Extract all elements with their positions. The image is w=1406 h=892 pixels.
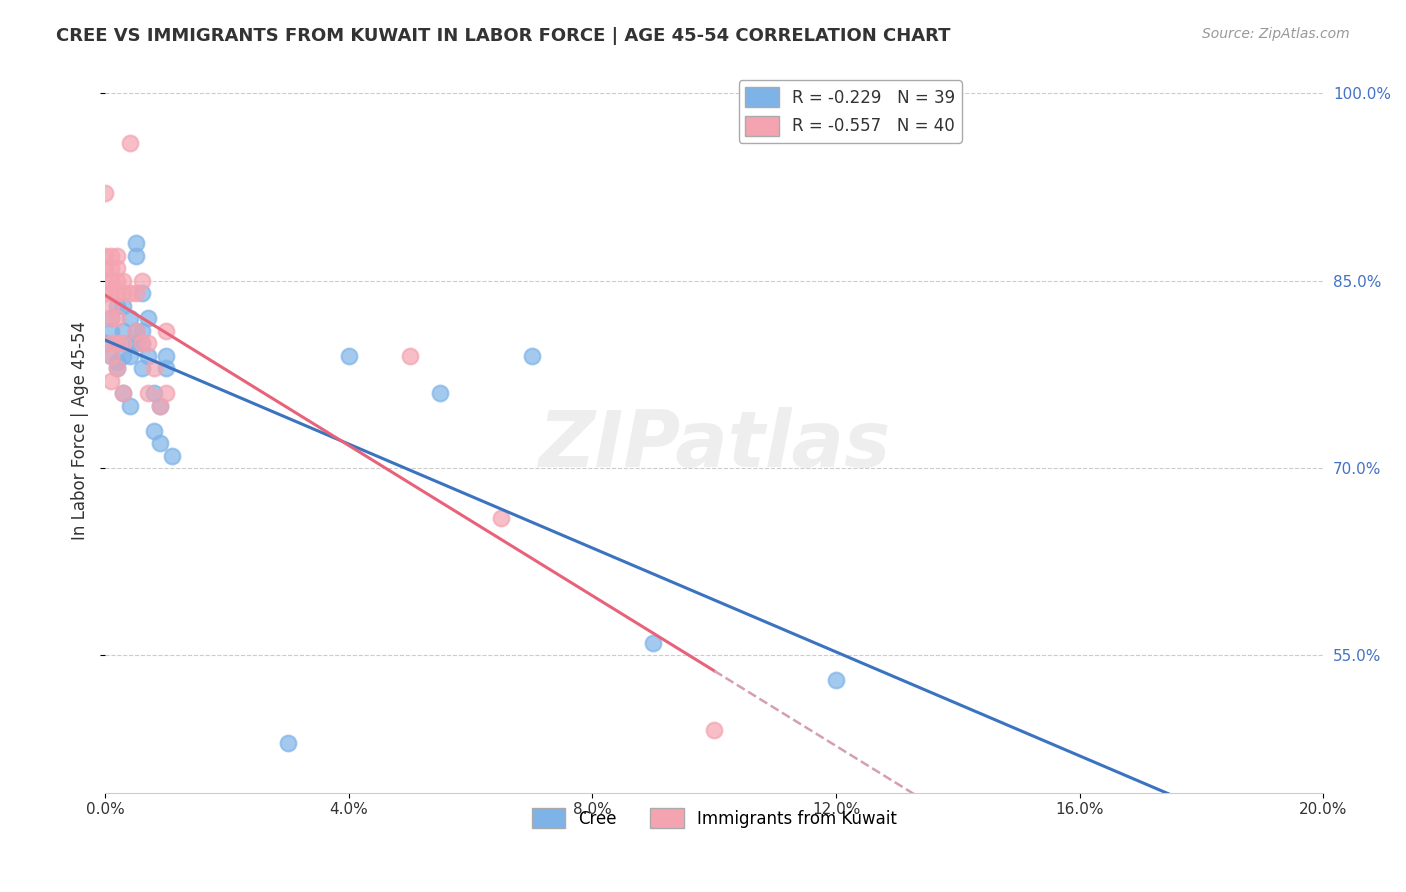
Point [155, 349, 177, 363]
Text: Source: ZipAtlas.com: Source: ZipAtlas.com [1202, 27, 1350, 41]
Point [155, 386, 177, 401]
Point [118, 286, 141, 301]
Point [124, 324, 146, 338]
Point [118, 349, 141, 363]
Point [100, 336, 122, 351]
Point [112, 336, 135, 351]
Point [277, 736, 299, 750]
Point [100, 249, 122, 263]
Point [136, 336, 159, 351]
Point [124, 286, 146, 301]
Point [131, 336, 153, 351]
Point [520, 349, 543, 363]
Point [94, 186, 117, 201]
Point [118, 136, 141, 151]
Point [100, 299, 122, 313]
Point [160, 449, 183, 463]
Point [112, 386, 135, 401]
Point [105, 299, 128, 313]
Point [398, 349, 420, 363]
Point [105, 336, 128, 351]
Point [124, 249, 146, 263]
Point [112, 299, 135, 313]
Point [131, 336, 153, 351]
Point [118, 311, 141, 326]
Point [100, 349, 122, 363]
Point [124, 324, 146, 338]
Point [105, 286, 128, 301]
Point [149, 436, 172, 450]
Point [155, 361, 177, 376]
Point [94, 286, 117, 301]
Legend: Cree, Immigrants from Kuwait: Cree, Immigrants from Kuwait [524, 801, 904, 835]
Point [112, 286, 135, 301]
Point [105, 274, 128, 288]
Point [105, 361, 128, 376]
Point [100, 324, 122, 338]
Point [643, 636, 665, 650]
Point [105, 311, 128, 326]
Point [100, 311, 122, 326]
Point [131, 324, 153, 338]
Point [94, 336, 117, 351]
Point [118, 399, 141, 413]
Point [100, 286, 122, 301]
Point [136, 311, 159, 326]
Point [118, 336, 141, 351]
Point [94, 261, 117, 276]
Point [100, 349, 122, 363]
Point [131, 361, 153, 376]
Point [142, 361, 165, 376]
Y-axis label: In Labor Force | Age 45-54: In Labor Force | Age 45-54 [72, 321, 89, 540]
Point [94, 249, 117, 263]
Point [131, 286, 153, 301]
Point [94, 274, 117, 288]
Point [105, 355, 128, 369]
Point [131, 274, 153, 288]
Point [105, 361, 128, 376]
Text: CREE VS IMMIGRANTS FROM KUWAIT IN LABOR FORCE | AGE 45-54 CORRELATION CHART: CREE VS IMMIGRANTS FROM KUWAIT IN LABOR … [56, 27, 950, 45]
Point [100, 261, 122, 276]
Point [142, 386, 165, 401]
Point [142, 424, 165, 438]
Point [703, 723, 725, 738]
Point [100, 274, 122, 288]
Point [100, 311, 122, 326]
Point [489, 511, 512, 525]
Point [136, 386, 159, 401]
Point [100, 374, 122, 388]
Point [149, 399, 172, 413]
Point [124, 236, 146, 251]
Point [124, 336, 146, 351]
Point [136, 349, 159, 363]
Point [112, 386, 135, 401]
Point [337, 349, 360, 363]
Point [155, 324, 177, 338]
Point [112, 324, 135, 338]
Point [112, 349, 135, 363]
Point [112, 274, 135, 288]
Text: ZIPatlas: ZIPatlas [538, 407, 890, 483]
Point [429, 386, 451, 401]
Point [825, 673, 848, 688]
Point [105, 336, 128, 351]
Point [149, 399, 172, 413]
Point [105, 261, 128, 276]
Point [105, 249, 128, 263]
